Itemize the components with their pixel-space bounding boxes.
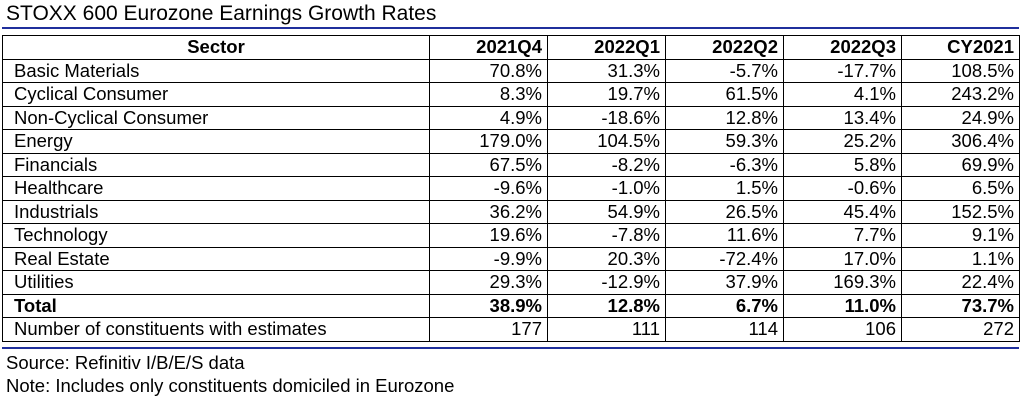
title-rule [2,27,1019,29]
table-row: Utilities 29.3% -12.9% 37.9% 169.3% 22.4… [2,270,1020,295]
value-cell: 22.4% [901,270,1020,295]
sector-name: Utilities [2,270,430,295]
total-value-cell: 6.7% [665,293,784,318]
value-cell: -7.8% [547,223,666,248]
constituents-count-cell: 111 [547,317,666,342]
value-cell: 70.8% [429,58,548,83]
scope-note: Note: Includes only constituents domicil… [6,375,455,396]
value-cell: 4.9% [429,105,548,130]
value-cell: 31.3% [547,58,666,83]
value-cell: -9.9% [429,246,548,271]
value-cell: 25.2% [783,129,902,154]
constituents-count-cell: 114 [665,317,784,342]
sector-name: Healthcare [2,176,430,201]
value-cell: 45.4% [783,199,902,224]
value-cell: 67.5% [429,152,548,177]
value-cell: -17.7% [783,58,902,83]
value-cell: 11.6% [665,223,784,248]
table-row: Real Estate -9.9% 20.3% -72.4% 17.0% 1.1… [2,246,1020,271]
value-cell: -9.6% [429,176,548,201]
value-cell: 20.3% [547,246,666,271]
total-value-cell: 12.8% [547,293,666,318]
constituents-label: Number of constituents with estimates [2,317,430,342]
value-cell: 19.6% [429,223,548,248]
sector-name: Cyclical Consumer [2,82,430,107]
table-title: STOXX 600 Eurozone Earnings Growth Rates [6,2,437,25]
value-cell: 69.9% [901,152,1020,177]
total-row: Total 38.9% 12.8% 6.7% 11.0% 73.7% [2,293,1020,318]
value-cell: 61.5% [665,82,784,107]
value-cell: 24.9% [901,105,1020,130]
value-cell: -5.7% [665,58,784,83]
source-note: Source: Refinitiv I/B/E/S data [6,352,245,373]
value-cell: 179.0% [429,129,548,154]
value-cell: 104.5% [547,129,666,154]
header-row: Sector 2021Q4 2022Q1 2022Q2 2022Q3 CY202… [2,35,1020,60]
table-row: Non-Cyclical Consumer 4.9% -18.6% 12.8% … [2,105,1020,130]
column-header-2022q1: 2022Q1 [547,35,666,60]
value-cell: 37.9% [665,270,784,295]
value-cell: 13.4% [783,105,902,130]
value-cell: -72.4% [665,246,784,271]
value-cell: 54.9% [547,199,666,224]
value-cell: 306.4% [901,129,1020,154]
footer-rule [2,347,1019,349]
value-cell: 243.2% [901,82,1020,107]
table-row: Industrials 36.2% 54.9% 26.5% 45.4% 152.… [2,199,1020,224]
sector-name: Non-Cyclical Consumer [2,105,430,130]
constituents-count-cell: 177 [429,317,548,342]
table-row: Financials 67.5% -8.2% -6.3% 5.8% 69.9% [2,152,1020,177]
constituents-count-cell: 272 [901,317,1020,342]
constituents-row: Number of constituents with estimates 17… [2,317,1020,342]
sector-name: Energy [2,129,430,154]
value-cell: 6.5% [901,176,1020,201]
total-value-cell: 73.7% [901,293,1020,318]
total-value-cell: 38.9% [429,293,548,318]
value-cell: 26.5% [665,199,784,224]
value-cell: 8.3% [429,82,548,107]
table-row: Energy 179.0% 104.5% 59.3% 25.2% 306.4% [2,129,1020,154]
value-cell: 152.5% [901,199,1020,224]
value-cell: -8.2% [547,152,666,177]
value-cell: 1.1% [901,246,1020,271]
value-cell: 5.8% [783,152,902,177]
column-header-2022q2: 2022Q2 [665,35,784,60]
table-row: Cyclical Consumer 8.3% 19.7% 61.5% 4.1% … [2,82,1020,107]
value-cell: 19.7% [547,82,666,107]
column-header-2021q4: 2021Q4 [429,35,548,60]
sector-name: Basic Materials [2,58,430,83]
value-cell: 59.3% [665,129,784,154]
table-row: Basic Materials 70.8% 31.3% -5.7% -17.7%… [2,58,1020,83]
table-row: Technology 19.6% -7.8% 11.6% 7.7% 9.1% [2,223,1020,248]
value-cell: 17.0% [783,246,902,271]
value-cell: -18.6% [547,105,666,130]
constituents-count-cell: 106 [783,317,902,342]
value-cell: 108.5% [901,58,1020,83]
column-header-sector: Sector [2,35,430,60]
value-cell: -6.3% [665,152,784,177]
column-header-cy2021: CY2021 [901,35,1020,60]
value-cell: -1.0% [547,176,666,201]
value-cell: 9.1% [901,223,1020,248]
value-cell: -0.6% [783,176,902,201]
value-cell: -12.9% [547,270,666,295]
table-row: Healthcare -9.6% -1.0% 1.5% -0.6% 6.5% [2,176,1020,201]
value-cell: 7.7% [783,223,902,248]
total-label: Total [2,293,430,318]
total-value-cell: 11.0% [783,293,902,318]
value-cell: 29.3% [429,270,548,295]
earnings-growth-table: Sector 2021Q4 2022Q1 2022Q2 2022Q3 CY202… [2,35,1020,342]
sector-name: Industrials [2,199,430,224]
sector-name: Technology [2,223,430,248]
value-cell: 4.1% [783,82,902,107]
value-cell: 12.8% [665,105,784,130]
sector-name: Real Estate [2,246,430,271]
column-header-2022q3: 2022Q3 [783,35,902,60]
value-cell: 1.5% [665,176,784,201]
value-cell: 169.3% [783,270,902,295]
sector-name: Financials [2,152,430,177]
value-cell: 36.2% [429,199,548,224]
